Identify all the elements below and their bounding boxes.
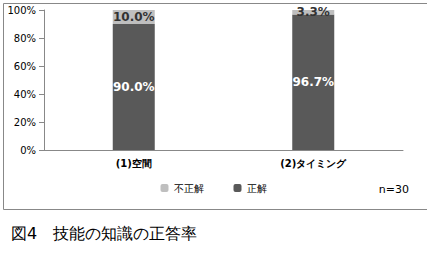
svg-text:図4 技能の知識の正答率: 図4 技能の知識の正答率 — [11, 224, 197, 243]
svg-text:正解: 正解 — [247, 183, 267, 194]
svg-text:90.0%: 90.0% — [113, 80, 155, 94]
svg-text:96.7%: 96.7% — [292, 75, 334, 89]
svg-text:100%: 100% — [7, 5, 36, 16]
svg-text:60%: 60% — [14, 61, 36, 72]
svg-text:40%: 40% — [14, 89, 36, 100]
svg-text:80%: 80% — [14, 33, 36, 44]
svg-text:10.0%: 10.0% — [113, 10, 155, 24]
svg-text:不正解: 不正解 — [174, 183, 204, 194]
svg-text:(2)タイミング: (2)タイミング — [280, 158, 347, 169]
svg-text:0%: 0% — [20, 145, 36, 156]
svg-text:(1)空間: (1)空間 — [116, 158, 152, 169]
svg-text:n=30: n=30 — [379, 183, 409, 196]
svg-text:20%: 20% — [14, 117, 36, 128]
svg-text:3.3%: 3.3% — [297, 5, 330, 19]
